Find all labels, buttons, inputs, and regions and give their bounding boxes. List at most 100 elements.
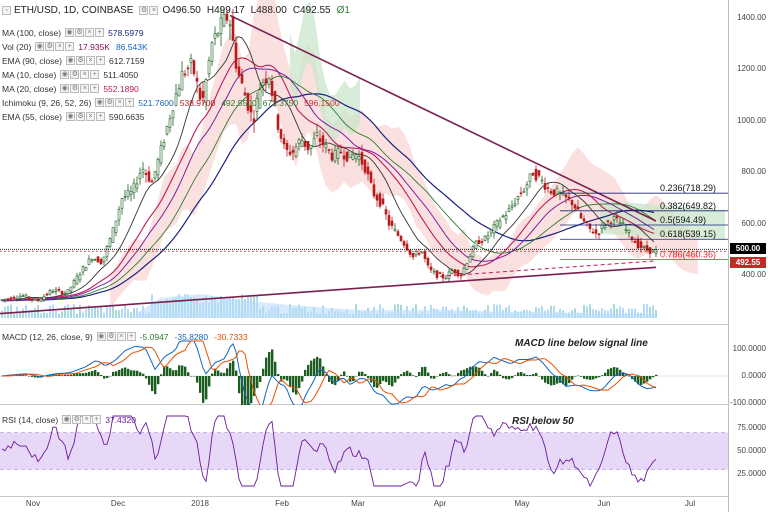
candle-body bbox=[414, 251, 418, 256]
price-tag: 492.55 bbox=[730, 257, 766, 269]
macd-histogram-bar bbox=[475, 366, 478, 376]
more-icon[interactable]: + bbox=[95, 28, 105, 37]
rsi-pane[interactable]: RSI below 50 RSI (14, close) ◉ ⚙ × +37.4320 bbox=[0, 405, 728, 497]
macd-pane[interactable]: MACD line below signal line MACD (12, 26… bbox=[0, 325, 728, 405]
indicator-3-legend-row[interactable]: MA (10, close) ◉ ⚙ × +511.4050 bbox=[2, 68, 346, 81]
settings-icon[interactable]: ⚙ bbox=[75, 28, 85, 37]
eye-icon[interactable]: ◉ bbox=[60, 84, 70, 93]
more-icon[interactable]: + bbox=[90, 70, 100, 79]
eye-icon[interactable]: ◉ bbox=[62, 415, 72, 424]
macd-chart[interactable]: MACD line below signal line bbox=[0, 325, 728, 405]
eye-icon[interactable]: ◉ bbox=[96, 332, 106, 341]
settings-icon[interactable]: ⚙ bbox=[70, 84, 80, 93]
settings-icon[interactable]: ⚙ bbox=[106, 332, 116, 341]
macd-histogram-bar bbox=[430, 376, 433, 379]
candle-body bbox=[249, 105, 253, 113]
indicator-5-legend-row[interactable]: Ichimoku (9, 26, 52, 26) ◉ ⚙ × +521.7600 538.… bbox=[2, 96, 346, 109]
settings-icon[interactable]: ⚙ bbox=[76, 112, 85, 121]
candle-body bbox=[312, 138, 316, 147]
macd-histogram-bar bbox=[304, 369, 307, 376]
rsi-controls[interactable]: ◉ ⚙ × + bbox=[62, 415, 102, 424]
candle-body bbox=[603, 225, 607, 229]
indicator-1-controls[interactable]: ◉ ⚙ × + bbox=[35, 42, 75, 51]
close-icon[interactable]: × bbox=[116, 332, 126, 341]
indicator-6-controls[interactable]: ◉ ⚙ × + bbox=[66, 112, 105, 121]
settings-icon[interactable]: ⚙ bbox=[139, 6, 149, 15]
price-pane[interactable]: 0.236(718.29) 0.382(649.82) 0.5(594.49) 0.6… bbox=[0, 0, 728, 325]
price-tag: 500.00 bbox=[730, 243, 766, 255]
macd-histogram-bar bbox=[70, 374, 73, 376]
close-icon[interactable]: × bbox=[115, 98, 125, 107]
settings-icon[interactable]: ⚙ bbox=[72, 415, 82, 424]
eye-icon[interactable]: ◉ bbox=[35, 42, 45, 51]
macd-histogram-bar bbox=[25, 375, 28, 376]
eye-icon[interactable]: ◉ bbox=[66, 56, 75, 65]
indicator-3-name: MA (10, close) bbox=[2, 69, 57, 80]
volume-bar bbox=[649, 307, 651, 318]
eye-icon[interactable]: ◉ bbox=[66, 112, 75, 121]
candle-body bbox=[180, 70, 184, 91]
macd-histogram-bar bbox=[373, 376, 376, 388]
volume-bar bbox=[499, 304, 501, 318]
indicator-4-legend-row[interactable]: MA (20, close) ◉ ⚙ × +552.1890 bbox=[2, 82, 346, 95]
macd-name: MACD (12, 26, close, 9) bbox=[2, 331, 93, 342]
more-icon[interactable]: + bbox=[65, 42, 75, 51]
candle-body bbox=[468, 256, 472, 263]
close-icon[interactable]: × bbox=[80, 70, 90, 79]
eye-icon[interactable]: ◉ bbox=[60, 70, 70, 79]
indicator-1-legend-row[interactable]: Vol (20) ◉ ⚙ × +17.935K 86.543K bbox=[2, 40, 346, 53]
eye-icon[interactable]: ◉ bbox=[95, 98, 105, 107]
close-icon[interactable]: × bbox=[55, 42, 65, 51]
macd-histogram-bar bbox=[469, 366, 472, 376]
collapse-icon[interactable]: ▫ bbox=[2, 6, 11, 15]
candle-body bbox=[72, 280, 76, 288]
indicator-2-controls[interactable]: ◉ ⚙ × + bbox=[66, 56, 105, 65]
indicator-4-controls[interactable]: ◉ ⚙ × + bbox=[60, 84, 100, 93]
settings-icon[interactable]: ⚙ bbox=[105, 98, 115, 107]
candle-body bbox=[210, 42, 214, 62]
more-icon[interactable]: + bbox=[126, 332, 136, 341]
indicator-0-value: 578.5979 bbox=[108, 27, 144, 38]
volume-bar bbox=[631, 308, 633, 318]
close-icon[interactable]: × bbox=[80, 84, 90, 93]
macd-histogram-bar bbox=[76, 372, 79, 376]
indicator-1-value: 86.543K bbox=[115, 41, 148, 52]
candle-body bbox=[57, 288, 61, 291]
rsi-chart[interactable]: RSI below 50 bbox=[0, 405, 728, 497]
close-icon[interactable]: × bbox=[85, 28, 95, 37]
indicator-0-controls[interactable]: ◉ ⚙ × + bbox=[65, 28, 105, 37]
symbol-controls[interactable]: ⚙ × bbox=[139, 6, 159, 15]
candle-body bbox=[456, 269, 460, 277]
macd-histogram-bar bbox=[319, 358, 322, 376]
more-icon[interactable]: + bbox=[125, 98, 135, 107]
settings-icon[interactable]: ⚙ bbox=[76, 56, 85, 65]
close-icon[interactable]: × bbox=[82, 415, 92, 424]
indicator-5-controls[interactable]: ◉ ⚙ × + bbox=[95, 98, 135, 107]
macd-annotation: MACD line below signal line bbox=[515, 338, 648, 349]
more-icon[interactable]: + bbox=[96, 56, 105, 65]
indicator-3-controls[interactable]: ◉ ⚙ × + bbox=[60, 70, 100, 79]
candle-body bbox=[333, 149, 337, 162]
settings-icon[interactable]: ⚙ bbox=[45, 42, 55, 51]
rsi-legend-row[interactable]: RSI (14, close) ◉ ⚙ × +37.4320 bbox=[2, 413, 142, 426]
price-chart[interactable]: 0.236(718.29) 0.382(649.82) 0.5(594.49) 0.6… bbox=[0, 0, 728, 325]
price-axis[interactable]: 1400.00 1200.00 1000.00 800.00 600.00 400.00 1… bbox=[728, 0, 768, 512]
indicator-0-legend-row[interactable]: MA (100, close) ◉ ⚙ × +578.5979 bbox=[2, 26, 346, 39]
macd-legend-row[interactable]: MACD (12, 26, close, 9) ◉ ⚙ × + -5.0947 -35.82… bbox=[2, 330, 254, 343]
candle-body bbox=[135, 183, 139, 189]
macd-histogram-bar bbox=[49, 374, 52, 376]
indicator-6-legend-row[interactable]: EMA (55, close) ◉ ⚙ × +590.6635 bbox=[2, 110, 346, 123]
more-icon[interactable]: + bbox=[90, 84, 100, 93]
eye-icon[interactable]: ◉ bbox=[65, 28, 75, 37]
settings-icon[interactable]: ⚙ bbox=[70, 70, 80, 79]
close-icon[interactable]: × bbox=[86, 112, 95, 121]
close-icon[interactable]: × bbox=[149, 6, 159, 15]
indicator-2-legend-row[interactable]: EMA (90, close) ◉ ⚙ × +612.7159 bbox=[2, 54, 346, 67]
descending-trendline bbox=[229, 14, 657, 222]
macd-controls[interactable]: ◉ ⚙ × + bbox=[96, 332, 136, 341]
macd-histogram-bar bbox=[208, 376, 211, 387]
close-icon[interactable]: × bbox=[86, 56, 95, 65]
macd-histogram-bar bbox=[652, 376, 655, 378]
more-icon[interactable]: + bbox=[92, 415, 102, 424]
more-icon[interactable]: + bbox=[96, 112, 105, 121]
